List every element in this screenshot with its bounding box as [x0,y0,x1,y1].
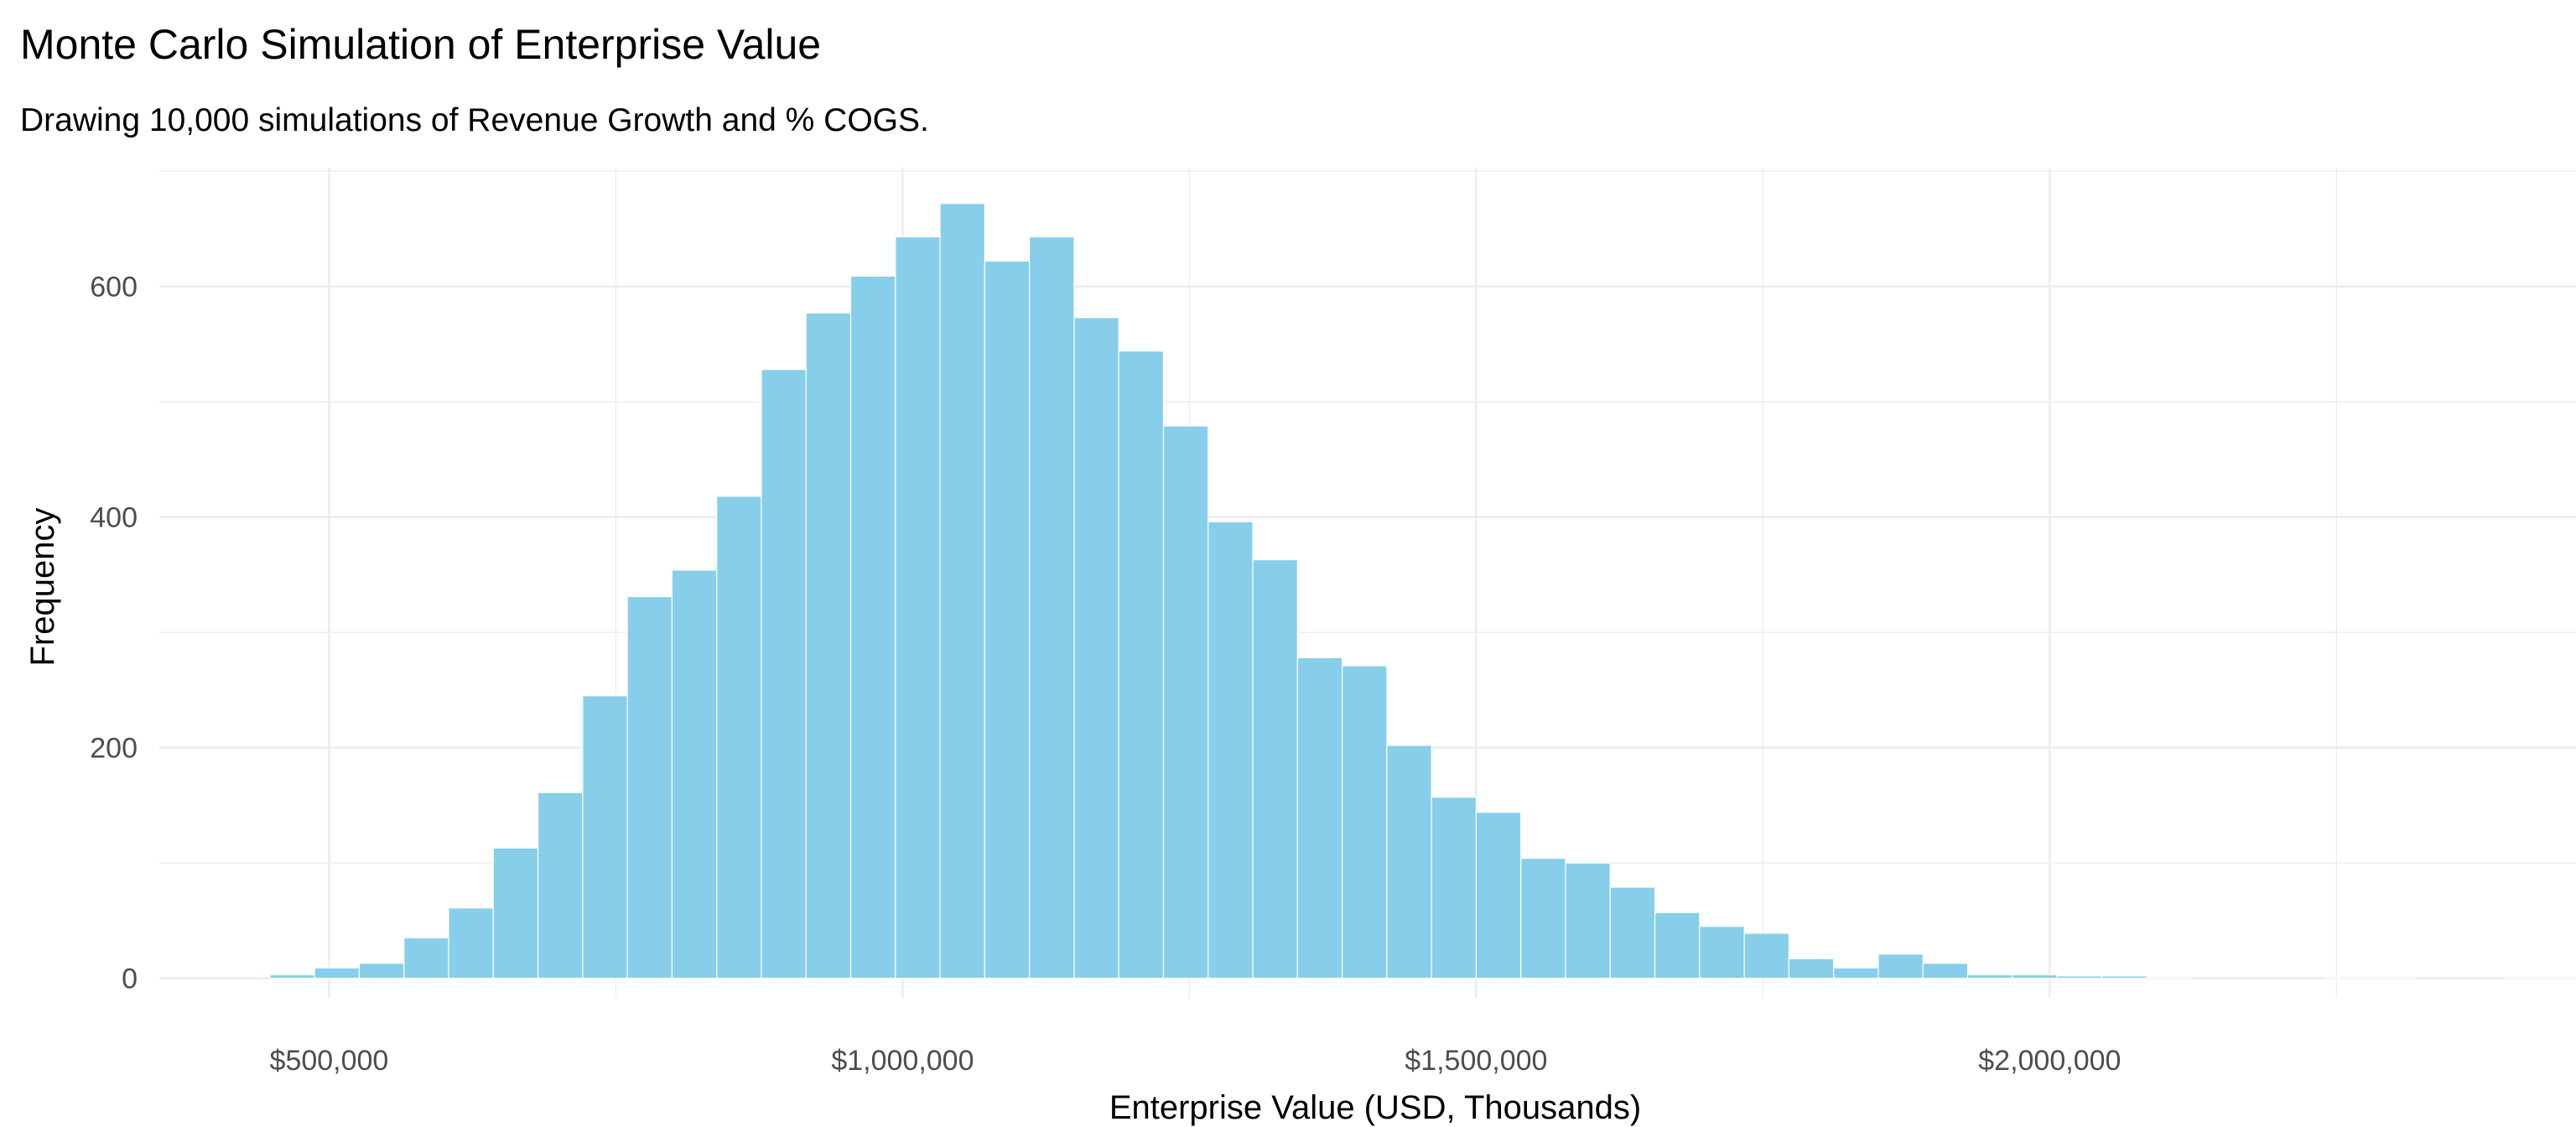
x-tick-label: $1,000,000 [831,1045,974,1077]
y-tick-label: 0 [122,963,138,995]
histogram-bar [671,569,718,979]
y-axis-title: Frequency [24,508,61,667]
histogram-bar [1073,317,1119,979]
histogram-bar [2146,976,2192,979]
histogram-bar [358,963,405,979]
histogram-bar [1743,932,1790,979]
x-axis-title: Enterprise Value (USD, Thousands) [1109,1089,1641,1126]
histogram-bar [2547,976,2576,979]
histogram-bar [984,260,1031,979]
histogram-bar [626,595,673,979]
histogram-bar [582,695,628,979]
histogram-bar [1833,967,1879,979]
histogram-bar [1162,425,1209,979]
histogram-bar [1252,558,1298,979]
histogram-bar [2369,976,2415,979]
y-axis-ticks: 0 200 400 600 [90,272,138,995]
histogram-bar [448,907,494,979]
x-tick-label: $1,500,000 [1405,1045,1547,1077]
histogram-bar [1788,958,1835,979]
histogram-bar [1208,521,1254,979]
histogram-bar [2101,975,2148,979]
histogram-bar [2324,976,2371,979]
histogram-bar [403,937,449,979]
histogram-bar [1699,926,1745,979]
histogram-bar [1431,797,1478,979]
histogram-bar [1654,911,1701,979]
histogram-bar [849,275,896,979]
histogram-bar [1922,963,1969,979]
histogram-bar [1296,657,1343,979]
histogram-bar [1609,886,1656,979]
chart-subtitle: Drawing 10,000 simulations of Revenue Gr… [20,102,929,138]
histogram-bar [2056,975,2102,979]
x-tick-label: $2,000,000 [1978,1045,2121,1077]
histogram-bar [1966,974,2013,979]
histogram-bar [939,203,985,979]
histogram-bar [1118,351,1165,979]
histogram-bar [537,792,584,979]
histogram-bar [761,369,807,979]
histogram-bar [314,967,361,979]
histogram-bar [1029,236,1075,979]
chart-title: Monte Carlo Simulation of Enterprise Val… [20,21,821,68]
histogram-bar [1475,812,1522,979]
histogram-bar [716,496,762,979]
histogram-bar [2012,974,2058,979]
histogram-bar [1386,745,1432,979]
x-axis-ticks: $500,000 $1,000,000 $1,500,000 $2,000,000 [270,1045,2122,1077]
histogram-bar [1342,665,1388,979]
histogram-bar [1877,953,1924,979]
histogram-bar [269,974,315,979]
histogram-bar [492,847,539,979]
histogram-bars [269,203,2576,979]
histogram-bar [1565,862,1611,979]
y-tick-label: 400 [90,502,138,534]
histogram-bar [1520,858,1566,979]
histogram-bar [805,312,852,979]
y-tick-label: 200 [90,733,138,765]
y-tick-label: 600 [90,272,138,304]
histogram-bar [2503,976,2549,979]
x-tick-label: $500,000 [270,1045,389,1077]
histogram-bar [895,236,941,979]
